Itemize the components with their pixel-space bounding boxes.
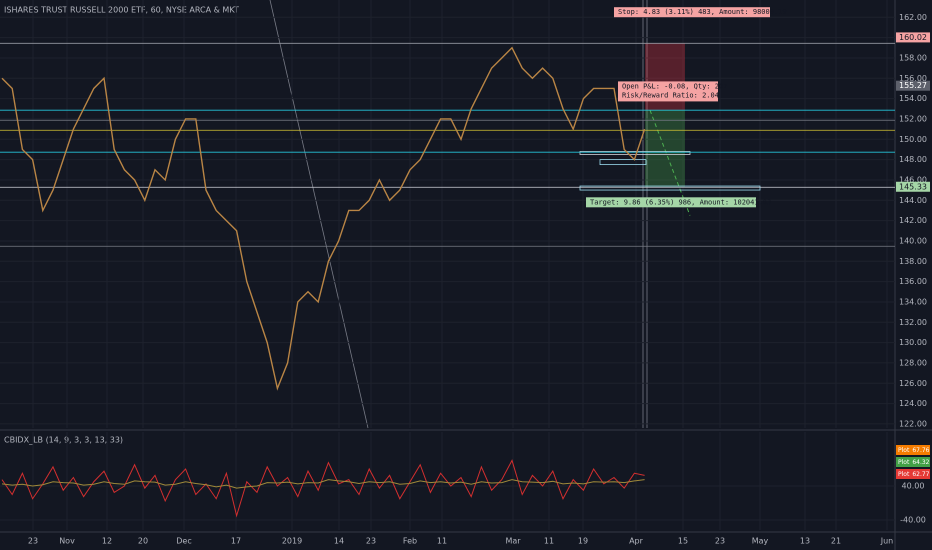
price-label-bg xyxy=(896,32,930,43)
x-tick-label: 23 xyxy=(715,537,725,546)
x-tick-label: Nov xyxy=(59,537,75,546)
badge-bg xyxy=(896,469,930,479)
y-tick-label: 152.00 xyxy=(899,114,927,123)
x-tick-label: Dec xyxy=(176,537,191,546)
badge: Plot 62.77 xyxy=(898,471,930,478)
x-tick-label: 14 xyxy=(334,537,344,546)
y-tick-label: 144.00 xyxy=(899,196,927,205)
x-tick-label: 11 xyxy=(437,537,447,546)
x-tick-label: 23 xyxy=(28,537,38,546)
x-tick-label: 20 xyxy=(138,537,148,546)
annotation-box xyxy=(614,7,770,18)
y-tick-label: 40.00 xyxy=(902,481,925,490)
x-tick-label: May xyxy=(752,537,769,546)
x-tick-label: Feb xyxy=(403,537,417,546)
x-tick-label: 17 xyxy=(231,537,241,546)
box xyxy=(599,159,647,166)
x-tick-label: 12 xyxy=(102,537,112,546)
y-tick-label: 138.00 xyxy=(899,257,927,266)
x-tick-label: 13 xyxy=(800,537,810,546)
y-tick-label: 132.00 xyxy=(899,318,927,327)
y-tick-label: 148.00 xyxy=(899,155,927,164)
y-tick-label: 150.00 xyxy=(899,135,927,144)
price-label-bg xyxy=(896,80,930,91)
badge-label: Plot xyxy=(898,459,910,466)
x-tick-label: 2019 xyxy=(282,537,302,546)
x-tick-label: 23 xyxy=(366,537,376,546)
price-label: 160.02 xyxy=(899,33,927,42)
y-tick-label: 140.00 xyxy=(899,236,927,245)
y-tick-label: 158.00 xyxy=(899,53,927,62)
annotation: Target: 9.86 (6.35%) 986, Amount: 102041… xyxy=(590,198,771,206)
price-label-bg xyxy=(896,181,930,192)
y-tick-label: 156.00 xyxy=(899,74,927,83)
y-tick-label: 128.00 xyxy=(899,358,927,367)
indicator-title: CBIDX_LB (14, 9, 3, 3, 13, 33) xyxy=(4,436,123,445)
series-line xyxy=(1,459,645,518)
target-zone xyxy=(645,110,685,188)
badge-value: 64.32 xyxy=(912,459,929,466)
y-tick-label: 136.00 xyxy=(899,277,927,286)
annotation: Stop: 4.83 (3.11%) 483, Amount: 98000.19 xyxy=(618,8,787,16)
y-tick-label: 130.00 xyxy=(899,338,927,347)
badge: Plot 67.76 xyxy=(898,447,930,454)
y-tick-label: 154.00 xyxy=(899,94,927,103)
y-tick-label: 134.00 xyxy=(899,297,927,306)
y-tick-label: 126.00 xyxy=(899,379,927,388)
badge: Plot 64.32 xyxy=(898,459,930,466)
annotation-box xyxy=(586,197,756,208)
price-label: 155.27 xyxy=(899,81,927,90)
box xyxy=(579,185,761,191)
badge-label: Plot xyxy=(898,447,910,454)
y-tick-label: 142.00 xyxy=(899,216,927,225)
box xyxy=(579,151,691,155)
x-tick-label: Jun xyxy=(880,537,894,546)
series-line xyxy=(1,479,645,489)
annotation: Open P&L: -0.08, Qty: 207 xyxy=(622,82,727,90)
y-tick-label: 162.00 xyxy=(899,13,927,22)
x-tick-label: 21 xyxy=(831,537,841,546)
x-tick-label: 15 xyxy=(678,537,688,546)
y-tick-label: 122.00 xyxy=(899,419,927,428)
y-tick-label: -40.00 xyxy=(900,516,926,525)
badge-label: Plot xyxy=(898,471,910,478)
x-tick-label: 11 xyxy=(544,537,554,546)
annotation-box xyxy=(618,81,718,102)
trend-line xyxy=(269,0,369,429)
chart-title: ISHARES TRUST RUSSELL 2000 ETF, 60, NYSE… xyxy=(4,6,239,15)
badge-value: 67.76 xyxy=(912,447,929,454)
badge-bg xyxy=(896,457,930,467)
series-line xyxy=(1,46,646,391)
badge-bg xyxy=(896,445,930,455)
x-tick-label: Mar xyxy=(505,537,521,546)
y-tick-label: 146.00 xyxy=(899,175,927,184)
x-tick-label: 19 xyxy=(578,537,588,546)
price-label: 145.33 xyxy=(899,182,927,191)
y-tick-label: 124.00 xyxy=(899,399,927,408)
x-tick-label: Apr xyxy=(629,537,644,546)
badge-value: 62.77 xyxy=(912,471,929,478)
annotation: Risk/Reward Ratio: 2.04 xyxy=(622,92,719,100)
